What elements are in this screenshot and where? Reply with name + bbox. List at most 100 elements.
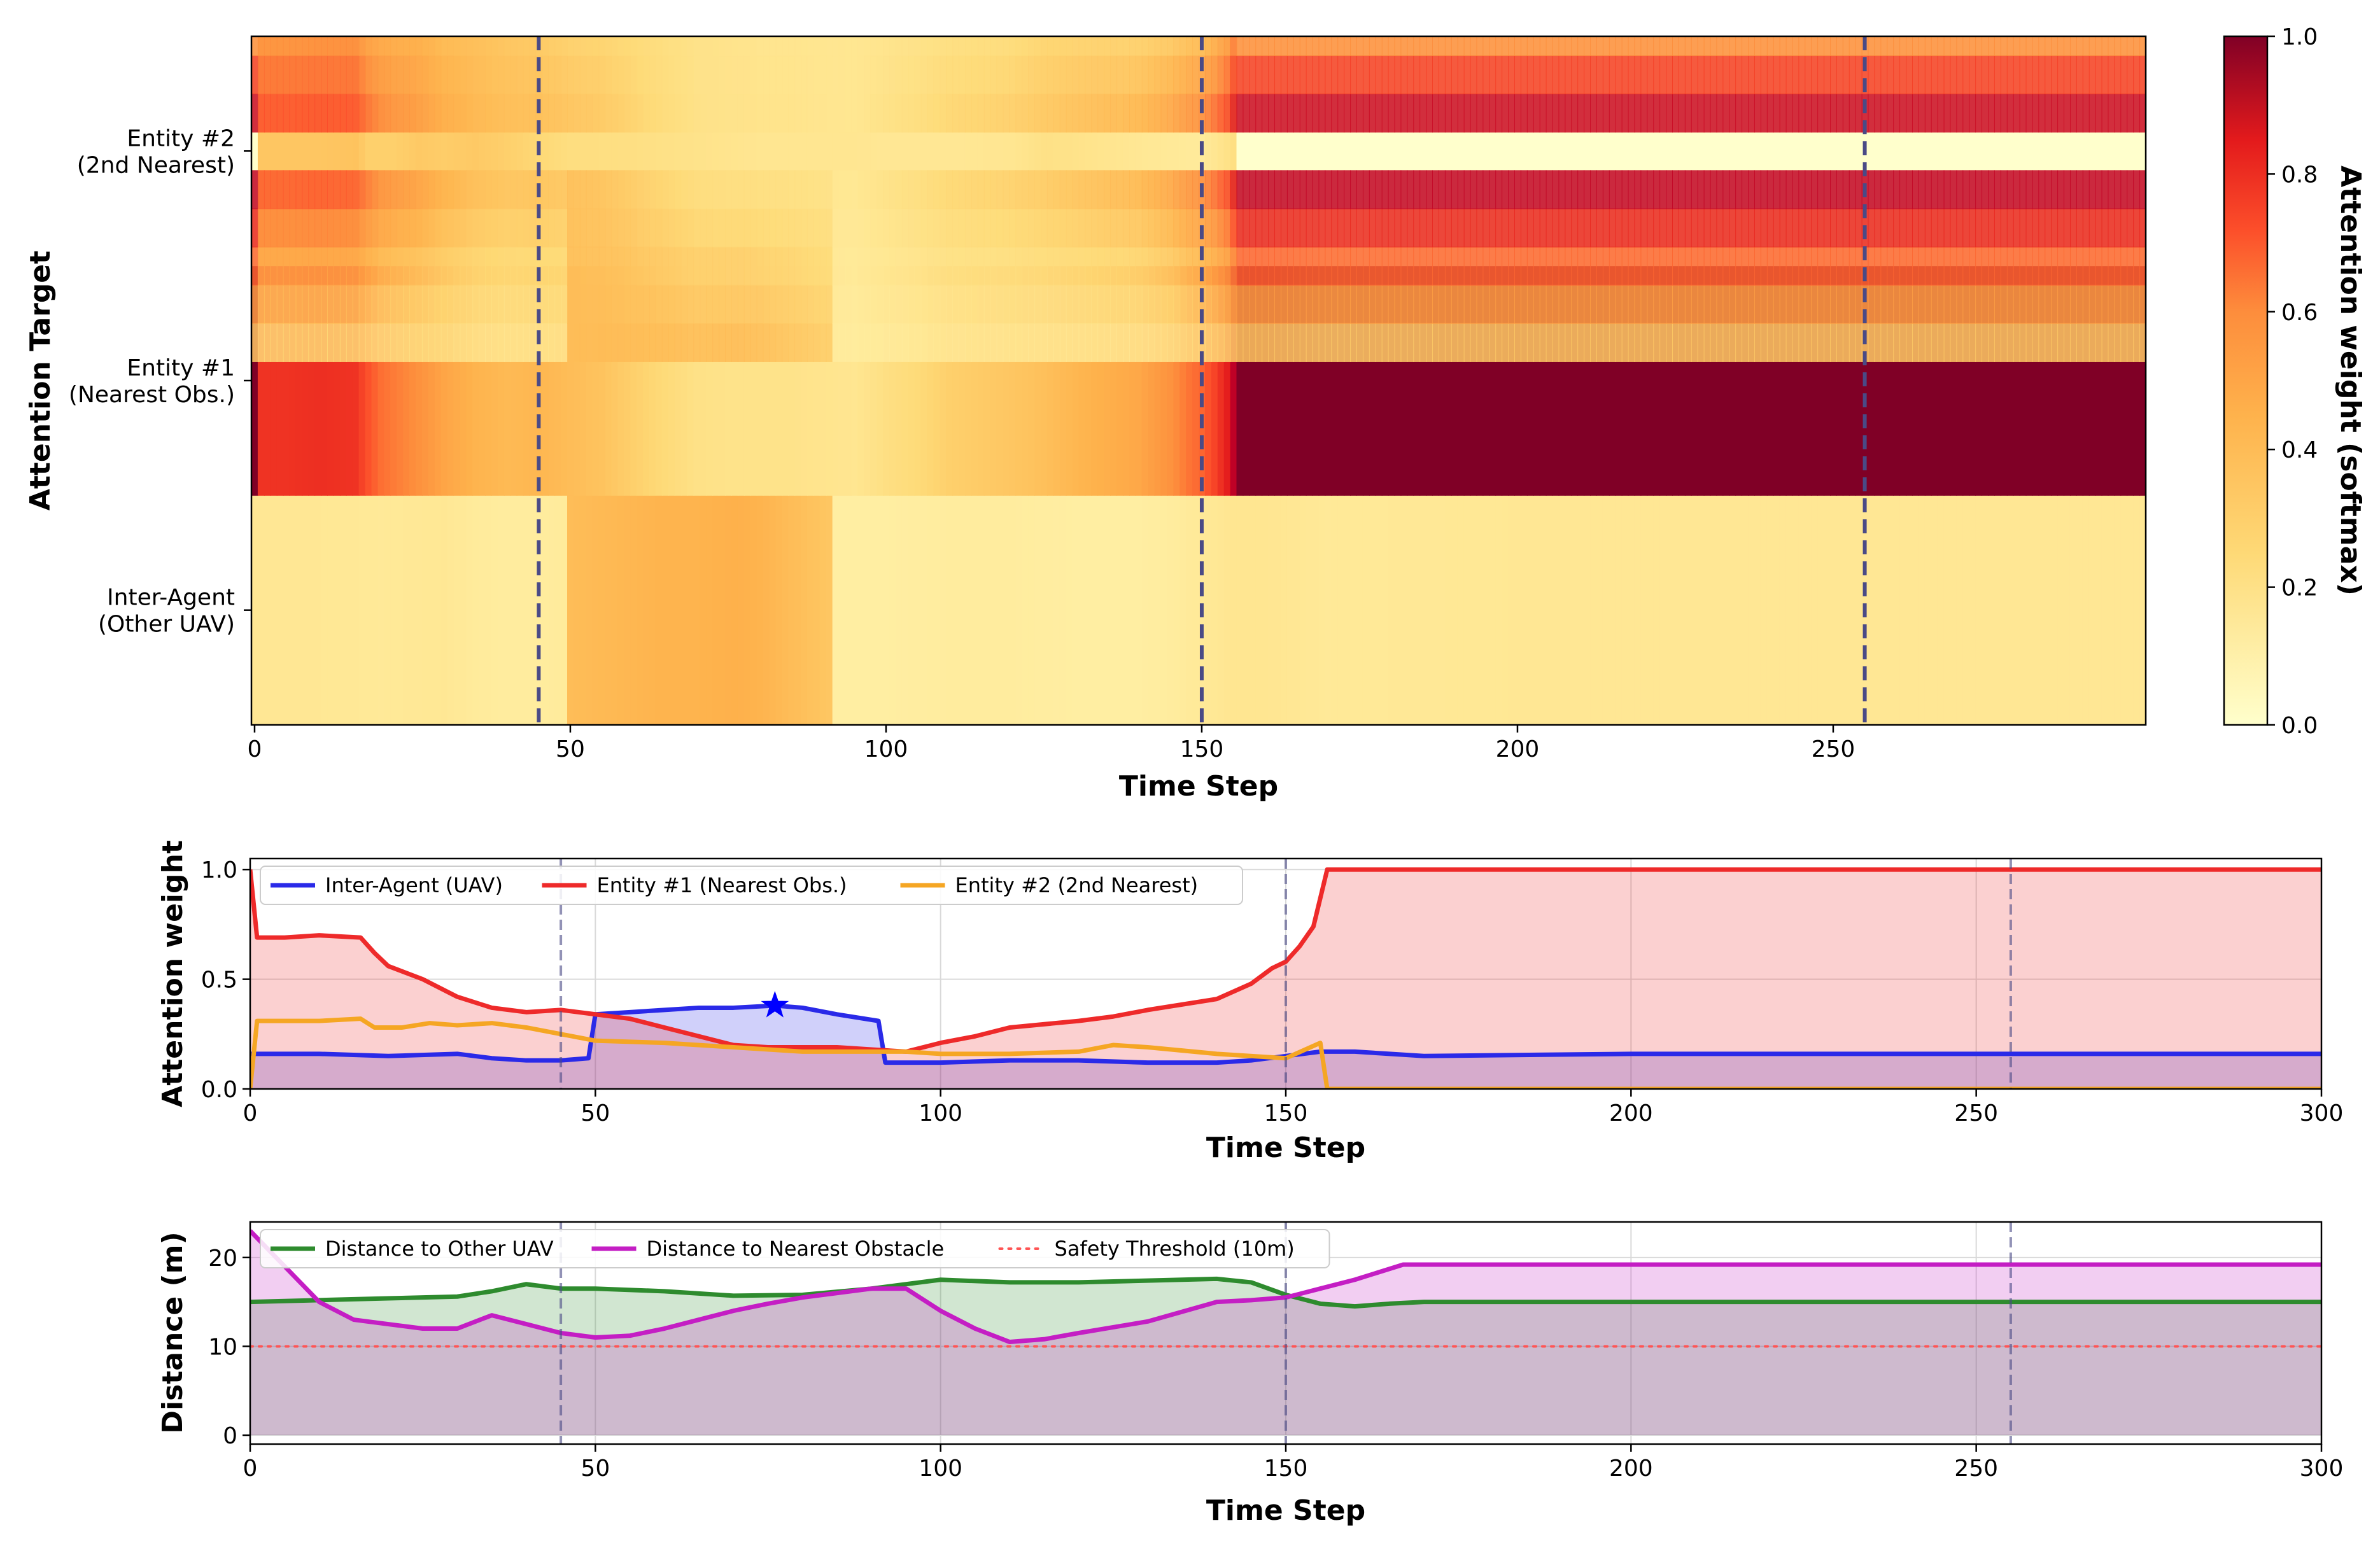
heatmap-blend xyxy=(605,170,612,209)
heatmap-blend xyxy=(1754,246,1761,286)
heatmap-blend xyxy=(851,246,859,286)
heatmap-blend xyxy=(1457,55,1465,95)
heatmap-cell xyxy=(933,36,941,267)
heatmap-blend xyxy=(409,170,416,209)
heatmap-cell xyxy=(1268,36,1276,267)
heatmap-blend xyxy=(586,36,593,57)
heatmap-blend xyxy=(1571,246,1579,286)
heatmap-blend xyxy=(1476,208,1484,248)
heatmap-blend xyxy=(719,284,726,324)
heatmap-cell xyxy=(390,265,398,496)
heatmap-cell xyxy=(1748,36,1755,267)
heatmap-cell xyxy=(605,495,612,725)
heatmap-blend xyxy=(819,94,827,133)
heatmap-blend xyxy=(371,170,379,209)
heatmap-blend xyxy=(1167,170,1174,209)
heatmap-blend xyxy=(769,246,777,286)
heatmap-cell xyxy=(1179,495,1187,725)
heatmap-blend xyxy=(1571,208,1579,248)
heatmap-blend xyxy=(1893,0,1900,18)
heatmap-blend xyxy=(1141,36,1149,57)
heatmap-cell xyxy=(782,36,789,267)
heatmap-blend xyxy=(1413,0,1420,18)
heatmap-blend xyxy=(806,94,814,133)
heatmap-blend xyxy=(1066,94,1073,133)
heatmap-cell xyxy=(806,265,814,496)
heatmap-blend xyxy=(2000,284,2008,324)
heatmap-cell xyxy=(661,495,669,725)
heatmap-blend xyxy=(1552,170,1560,209)
heatmap-blend xyxy=(1539,170,1547,209)
heatmap-blend xyxy=(1230,246,1237,286)
heatmap-blend xyxy=(743,55,751,95)
heatmap-blend xyxy=(946,208,954,248)
heatmap-blend xyxy=(1779,323,1787,362)
heatmap-cell xyxy=(940,495,947,725)
heatmap-blend xyxy=(1280,55,1288,95)
heatmap-blend xyxy=(592,170,600,209)
heatmap-blend xyxy=(1085,55,1092,95)
heatmap-cell xyxy=(2045,36,2052,267)
heatmap-blend xyxy=(1982,323,1989,362)
heatmap-blend xyxy=(1982,36,1989,57)
heatmap-blend xyxy=(1110,55,1118,95)
heatmap-blend xyxy=(440,208,448,248)
heatmap-blend xyxy=(1748,208,1755,248)
heatmap-cell xyxy=(1362,36,1370,267)
heatmap-blend xyxy=(1722,284,1730,324)
heatmap-blend xyxy=(390,246,398,286)
heatmap-blend xyxy=(990,323,997,362)
heatmap-blend xyxy=(1584,55,1591,95)
heatmap-cell xyxy=(1217,495,1225,725)
heatmap-blend xyxy=(1034,284,1041,324)
heatmap-blend xyxy=(1798,208,1806,248)
heatmap-blend xyxy=(554,94,562,133)
heatmap-blend xyxy=(1432,284,1439,324)
heatmap-blend xyxy=(2108,36,2115,57)
heatmap-cell xyxy=(857,495,865,725)
heatmap-blend xyxy=(1533,0,1540,18)
heatmap-blend xyxy=(2025,36,2033,57)
heatmap-blend xyxy=(2069,94,2077,133)
heatmap-blend xyxy=(1742,170,1749,209)
heatmap-blend xyxy=(1186,55,1194,95)
heatmap-blend xyxy=(1243,94,1250,133)
heatmap-cell xyxy=(1344,36,1351,267)
heatmap-blend xyxy=(674,246,682,286)
heatmap-blend xyxy=(788,323,796,362)
heatmap-blend xyxy=(1684,208,1692,248)
heatmap-blend xyxy=(1186,323,1194,362)
heatmap-blend xyxy=(1053,36,1060,57)
heatmap-blend xyxy=(806,246,814,286)
heatmap-blend xyxy=(2139,284,2146,324)
heatmap-cell xyxy=(2101,265,2109,496)
heatmap-blend xyxy=(1742,36,1749,57)
heatmap-cell xyxy=(497,265,505,496)
heatmap-blend xyxy=(1855,246,1862,286)
heatmap-blend xyxy=(1337,208,1345,248)
heatmap-cell xyxy=(1286,265,1294,496)
heatmap-cell xyxy=(1413,265,1421,496)
heatmap-blend xyxy=(365,36,372,57)
heatmap-blend xyxy=(1678,284,1686,324)
heatmap-blend xyxy=(1286,208,1294,248)
heatmap-blend xyxy=(1489,36,1496,57)
heatmap-blend xyxy=(1634,323,1642,362)
heatmap-blend xyxy=(1400,284,1408,324)
heatmap-cell xyxy=(1697,265,1705,496)
heatmap-blend xyxy=(1830,170,1837,209)
heatmap-cell xyxy=(1943,265,1951,496)
heatmap-cell xyxy=(1034,495,1041,725)
heatmap-blend xyxy=(1394,246,1402,286)
heatmap-blend xyxy=(251,246,258,286)
heatmap-blend xyxy=(542,170,549,209)
heatmap-cell xyxy=(870,36,878,267)
heatmap-cell xyxy=(1085,495,1092,725)
heatmap-blend xyxy=(1640,284,1648,324)
heatmap-blend xyxy=(339,323,347,362)
heatmap-blend xyxy=(737,208,745,248)
heatmap-cell xyxy=(1653,495,1661,725)
heatmap-cell xyxy=(1072,265,1080,496)
heatmap-blend xyxy=(1419,323,1427,362)
heatmap-blend xyxy=(352,208,360,248)
